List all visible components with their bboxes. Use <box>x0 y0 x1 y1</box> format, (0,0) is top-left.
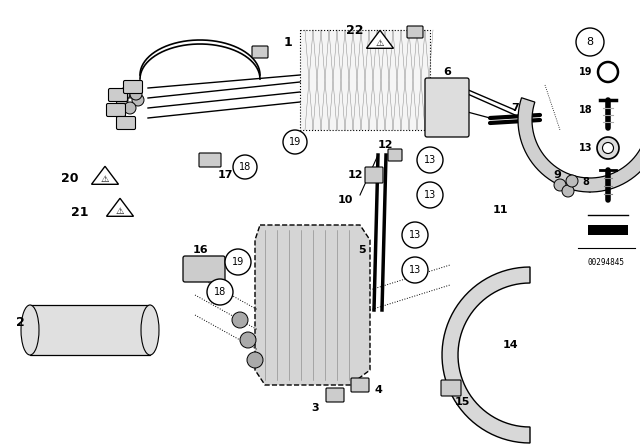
Text: 18: 18 <box>579 105 593 115</box>
Circle shape <box>132 94 144 106</box>
FancyBboxPatch shape <box>365 167 383 183</box>
Polygon shape <box>255 225 370 385</box>
FancyBboxPatch shape <box>388 149 402 161</box>
Text: 00294845: 00294845 <box>588 258 625 267</box>
Circle shape <box>402 257 428 283</box>
Circle shape <box>207 279 233 305</box>
FancyBboxPatch shape <box>351 378 369 392</box>
Text: 13: 13 <box>424 190 436 200</box>
Circle shape <box>283 130 307 154</box>
FancyBboxPatch shape <box>199 153 221 167</box>
Circle shape <box>233 155 257 179</box>
Circle shape <box>417 147 443 173</box>
Text: ⚠: ⚠ <box>100 175 109 184</box>
Text: 7: 7 <box>511 103 519 113</box>
Circle shape <box>124 102 136 114</box>
Text: 13: 13 <box>409 230 421 240</box>
Text: 9: 9 <box>553 170 561 180</box>
FancyBboxPatch shape <box>124 81 143 94</box>
Polygon shape <box>442 267 530 443</box>
Text: 13: 13 <box>579 143 593 153</box>
Text: 12: 12 <box>348 170 363 180</box>
Circle shape <box>566 175 578 187</box>
Text: 16: 16 <box>192 245 208 255</box>
Circle shape <box>240 332 256 348</box>
Text: 13: 13 <box>424 155 436 165</box>
Text: 1: 1 <box>284 35 292 48</box>
Text: 20: 20 <box>61 172 79 185</box>
FancyBboxPatch shape <box>326 388 344 402</box>
Text: ⚠: ⚠ <box>376 39 384 48</box>
Circle shape <box>554 179 566 191</box>
Text: 3: 3 <box>311 403 319 413</box>
Text: 2: 2 <box>15 315 24 328</box>
Circle shape <box>602 142 614 154</box>
Circle shape <box>225 249 251 275</box>
Circle shape <box>597 137 619 159</box>
Circle shape <box>402 222 428 248</box>
FancyBboxPatch shape <box>109 89 127 102</box>
Text: 18: 18 <box>239 162 251 172</box>
Text: 8: 8 <box>582 177 589 187</box>
Text: 5: 5 <box>358 245 366 255</box>
Text: 4: 4 <box>374 385 382 395</box>
Text: 15: 15 <box>454 397 470 407</box>
Circle shape <box>576 28 604 56</box>
Text: 13: 13 <box>409 265 421 275</box>
Text: 19: 19 <box>289 137 301 147</box>
FancyBboxPatch shape <box>407 26 423 38</box>
Circle shape <box>598 62 618 82</box>
Polygon shape <box>106 198 134 216</box>
Text: 17: 17 <box>217 170 233 180</box>
FancyBboxPatch shape <box>441 380 461 396</box>
FancyBboxPatch shape <box>116 116 136 129</box>
Polygon shape <box>367 30 394 48</box>
Circle shape <box>562 185 574 197</box>
Polygon shape <box>92 166 118 184</box>
Text: 19: 19 <box>232 257 244 267</box>
Circle shape <box>124 86 136 98</box>
FancyBboxPatch shape <box>252 46 268 58</box>
Ellipse shape <box>21 305 39 355</box>
Circle shape <box>116 94 128 106</box>
Circle shape <box>130 88 142 100</box>
Circle shape <box>118 88 130 100</box>
Text: 10: 10 <box>337 195 353 205</box>
Text: 11: 11 <box>492 205 508 215</box>
FancyBboxPatch shape <box>425 78 469 137</box>
Text: 21: 21 <box>71 206 89 219</box>
Circle shape <box>417 182 443 208</box>
FancyBboxPatch shape <box>106 103 125 116</box>
Text: 6: 6 <box>443 67 451 77</box>
FancyBboxPatch shape <box>183 256 225 282</box>
Text: 18: 18 <box>214 287 226 297</box>
Text: 14: 14 <box>502 340 518 350</box>
Text: 19: 19 <box>579 67 593 77</box>
Text: 8: 8 <box>586 37 593 47</box>
Text: ⚠: ⚠ <box>116 207 124 216</box>
Polygon shape <box>518 98 640 192</box>
Text: 12: 12 <box>377 140 393 150</box>
Circle shape <box>232 312 248 328</box>
Polygon shape <box>588 225 628 235</box>
Circle shape <box>247 352 263 368</box>
Text: 22: 22 <box>346 23 364 36</box>
Ellipse shape <box>141 305 159 355</box>
Bar <box>30 305 150 355</box>
Bar <box>300 30 430 130</box>
